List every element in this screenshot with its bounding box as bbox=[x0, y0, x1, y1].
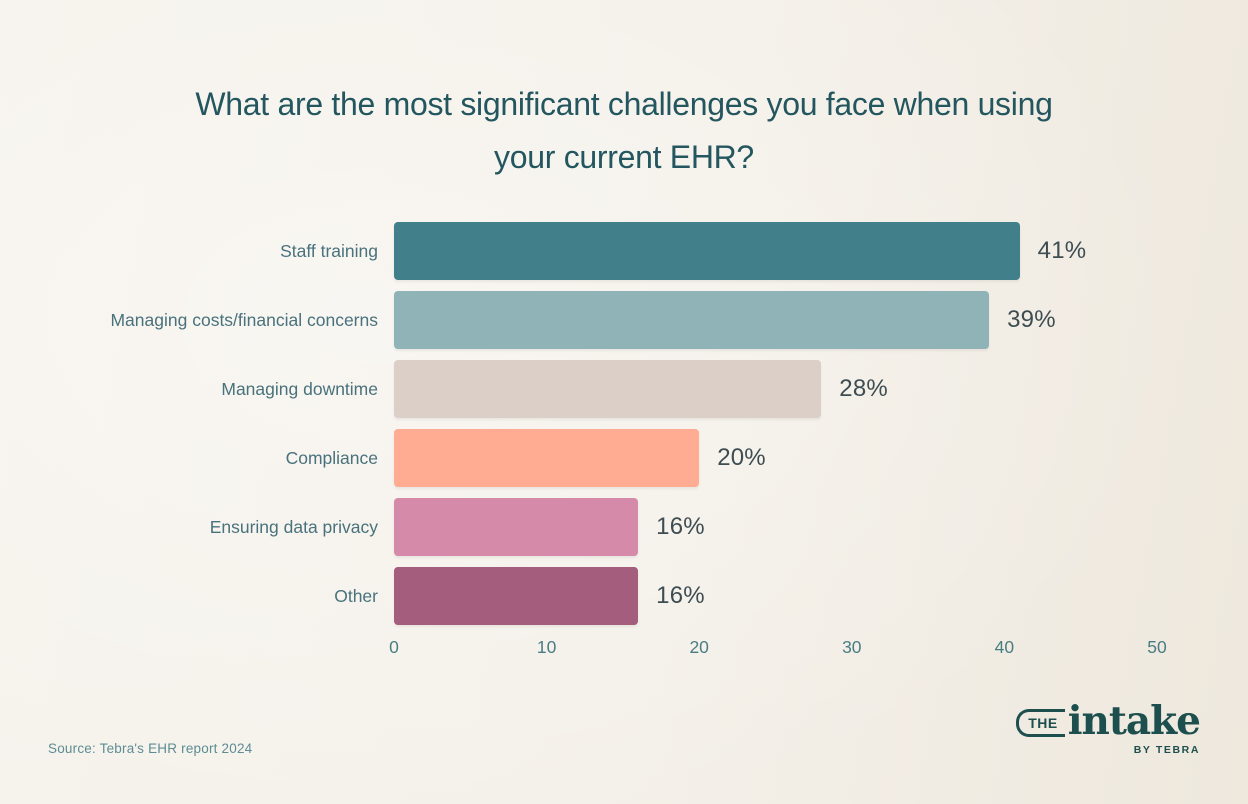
value-label: 20% bbox=[717, 444, 766, 471]
chart-title: What are the most significant challenges… bbox=[0, 78, 1248, 184]
category-label: Other bbox=[334, 585, 378, 606]
logo-byline: BY TEBRA bbox=[1133, 744, 1200, 756]
category-label: Managing costs/financial concerns bbox=[110, 309, 378, 330]
bar-row: Managing costs/financial concerns 39% bbox=[0, 291, 1248, 349]
bar-row: Compliance 20% bbox=[0, 429, 1248, 487]
value-label: 16% bbox=[656, 513, 705, 540]
value-label: 16% bbox=[656, 582, 705, 609]
bar bbox=[394, 291, 990, 349]
x-axis: 0 10 20 30 40 50 bbox=[389, 637, 1167, 659]
logo-intake-text: intake bbox=[1067, 698, 1201, 744]
bar bbox=[394, 498, 639, 556]
chart-title-text: What are the most significant challenges… bbox=[195, 86, 1053, 175]
value-label: 28% bbox=[839, 375, 888, 402]
bar-chart: Staff training 41% Managing costs/financia… bbox=[0, 222, 1248, 659]
source-note: Source: Tebra's EHR report 2024 bbox=[48, 741, 253, 756]
bar-row: Other 16% bbox=[0, 567, 1248, 625]
category-label: Compliance bbox=[285, 447, 378, 468]
x-axis-tick-label: 30 bbox=[842, 637, 862, 657]
bar-row: Ensuring data privacy 16% bbox=[0, 498, 1248, 556]
logo-wordmark: THE intake bbox=[1016, 698, 1201, 744]
value-label: 41% bbox=[1037, 237, 1087, 264]
bar bbox=[394, 360, 822, 418]
bar-row: Staff training 41% bbox=[0, 222, 1248, 280]
logo-the-badge: THE bbox=[1016, 708, 1065, 737]
x-axis-tick-label: 10 bbox=[536, 637, 557, 657]
value-label: 39% bbox=[1007, 306, 1056, 333]
x-axis-tick-label: 20 bbox=[689, 637, 709, 657]
category-label: Managing downtime bbox=[221, 378, 378, 399]
bar-row: Managing downtime 28% bbox=[0, 360, 1248, 418]
x-axis-tick-label: 0 bbox=[389, 637, 399, 657]
x-axis-tick-label: 50 bbox=[1147, 637, 1167, 657]
bar-rows: Staff training 41% Managing costs/financia… bbox=[0, 222, 1248, 625]
category-label: Ensuring data privacy bbox=[209, 516, 378, 537]
category-label: Staff training bbox=[280, 240, 378, 261]
bar bbox=[394, 222, 1020, 280]
bar bbox=[394, 567, 639, 625]
x-axis-tick-label: 40 bbox=[994, 637, 1015, 657]
bar bbox=[394, 429, 700, 487]
the-intake-by-tebra-logo: THE intake BY TEBRA bbox=[1016, 698, 1201, 756]
